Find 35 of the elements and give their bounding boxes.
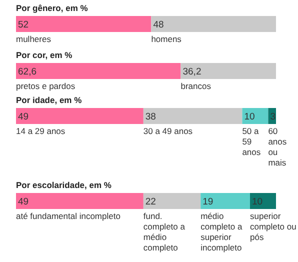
- series-label: 30 a 49 anos: [143, 126, 193, 136]
- bar: [143, 108, 242, 124]
- data-label: 49: [18, 112, 29, 122]
- bar: [242, 108, 268, 124]
- chart-title: Por escolaridade, em %: [16, 180, 112, 190]
- bar: [200, 193, 250, 209]
- data-label: 3: [270, 112, 276, 122]
- data-label: 19: [202, 196, 214, 208]
- series-label: até fundamental incompleto: [16, 211, 121, 221]
- series-label: 50 a 59 anos: [242, 126, 261, 157]
- series-label: fund. completo a médio completo: [143, 211, 186, 252]
- data-label: 52: [18, 20, 29, 30]
- series-label: médio completo a superior incompleto: [200, 211, 242, 252]
- data-label: 22: [145, 196, 156, 208]
- data-label: 49: [18, 196, 29, 208]
- series-label: mulheres: [16, 34, 51, 44]
- data-label: 62,6: [18, 66, 36, 78]
- data-label: 38: [145, 112, 156, 122]
- bar: [250, 193, 276, 209]
- bar: [16, 193, 144, 209]
- series-label: pretos e pardos: [16, 81, 76, 91]
- data-label: 48: [153, 20, 164, 30]
- chart-title: Por gênero, em %: [16, 3, 88, 13]
- series-label: 60 anos ou mais: [268, 126, 287, 168]
- series-label: superior completo ou pós: [250, 211, 297, 242]
- chart-title: Por idade, em %: [16, 95, 82, 105]
- series-label: 14 a 29 anos: [16, 126, 66, 136]
- chart-title: Por cor, em %: [16, 50, 73, 60]
- data-label: 36,2: [182, 66, 202, 78]
- series-label: brancos: [180, 81, 211, 91]
- bar: [143, 193, 201, 209]
- bar: [16, 108, 144, 124]
- data-label: 10: [252, 196, 263, 208]
- data-label: 10: [244, 112, 255, 122]
- series-label: homens: [151, 34, 182, 44]
